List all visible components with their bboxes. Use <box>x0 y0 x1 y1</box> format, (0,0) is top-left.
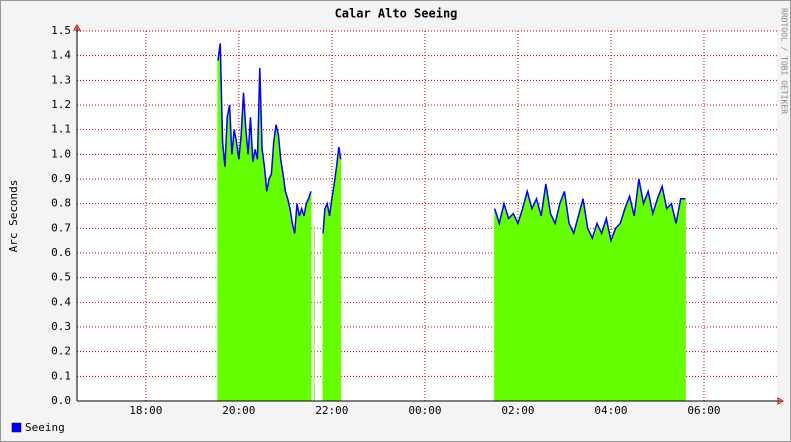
x-tick-label: 04:00 <box>594 404 627 417</box>
y-tick-label: 0.8 <box>51 197 71 210</box>
x-tick-label: 06:00 <box>687 404 720 417</box>
y-tick-label: 0.2 <box>51 345 71 358</box>
x-tick-label: 18:00 <box>129 404 162 417</box>
y-tick-label: 1.3 <box>51 73 71 86</box>
y-tick-label: 0.9 <box>51 172 71 185</box>
legend-swatch <box>11 422 22 433</box>
x-tick-label: 20:00 <box>222 404 255 417</box>
y-tick-label: 0.5 <box>51 271 71 284</box>
x-arrow <box>777 397 784 405</box>
x-tick-label: 00:00 <box>408 404 441 417</box>
x-tick-label: 22:00 <box>315 404 348 417</box>
y-axis-label: Arc Seconds <box>7 180 20 253</box>
y-tick-label: 1.1 <box>51 123 71 136</box>
y-tick-label: 0.6 <box>51 246 71 259</box>
x-tick-label: 02:00 <box>501 404 534 417</box>
y-tick-label: 0.1 <box>51 369 71 382</box>
y-tick-label: 1.4 <box>51 49 71 62</box>
y-tick-label: 0.4 <box>51 295 71 308</box>
y-tick-label: 1.0 <box>51 147 71 160</box>
y-arrow <box>73 24 81 31</box>
y-tick-label: 0.3 <box>51 320 71 333</box>
y-tick-label: 0.0 <box>51 394 71 407</box>
y-tick-label: 1.5 <box>51 24 71 37</box>
chart-title: Calar Alto Seeing <box>335 7 458 21</box>
y-tick-label: 0.7 <box>51 221 71 234</box>
line <box>217 43 686 244</box>
watermark: RRDTOOL / TOBI OETIKER <box>780 8 789 114</box>
y-tick-label: 1.2 <box>51 98 71 111</box>
legend-label: Seeing <box>25 421 65 434</box>
